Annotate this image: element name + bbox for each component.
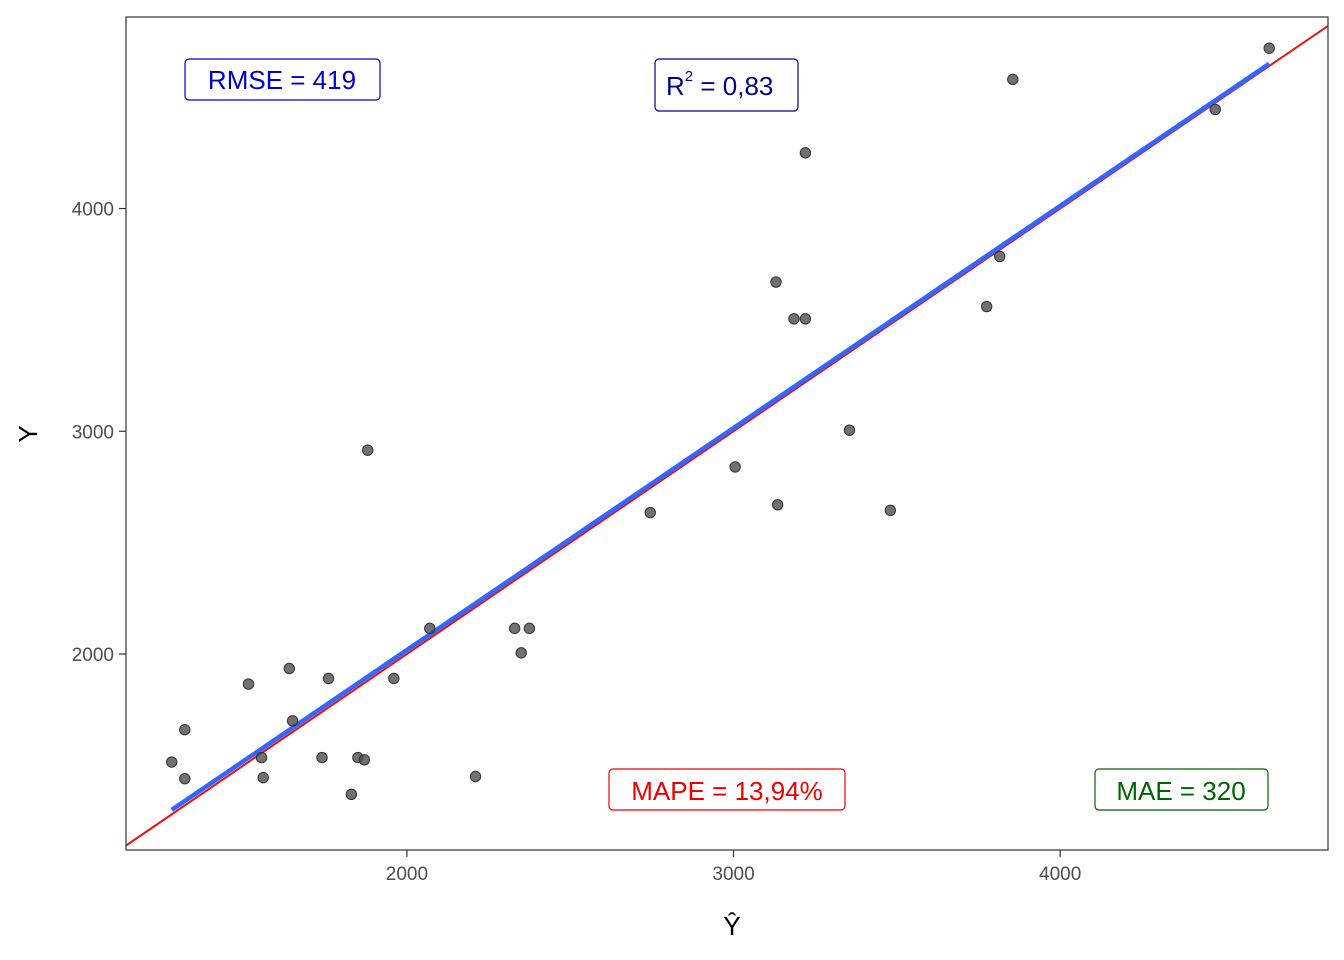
data-point-16 [424,622,436,635]
data-point-13 [358,754,371,766]
r2-value: = 0,83 [693,71,773,101]
mape-text: MAPE = 13,94% [631,776,823,806]
rmse-text: RMSE = 419 [208,65,356,95]
data-point-24 [771,499,784,511]
x-axis-ticks: 2000 3000 4000 [386,850,1081,885]
data-point-34 [1263,42,1275,54]
data-point-3 [179,773,191,785]
y-axis-title: Y [13,425,43,442]
data-point-4 [242,678,255,690]
data-points [166,42,1275,801]
data-point-7 [283,662,296,675]
data-point-29 [884,504,897,517]
y-tick-label: 2000 [72,645,114,666]
data-point-5 [255,751,268,764]
data-point-30 [980,300,993,313]
data-point-20 [523,622,536,635]
r2-superscript: 2 [685,68,693,85]
data-point-17 [469,770,482,783]
y-tick-label: 3000 [72,422,114,443]
data-point-10 [322,672,335,685]
mae-label: MAE = 320 [1094,768,1269,811]
panel-border [125,16,1329,851]
data-point-19 [515,647,527,659]
data-point-18 [508,622,521,635]
data-point-1 [166,756,178,768]
data-point-28 [843,424,856,436]
mae-text: MAE = 320 [1116,776,1245,806]
data-point-9 [316,751,328,764]
x-axis-title: Ŷ [723,911,740,941]
r2-text: R2 = 0,83 [666,68,773,101]
data-point-8 [286,715,299,727]
x-tick-label: 4000 [1039,864,1081,885]
rmse-label: RMSE = 419 [184,58,381,101]
data-point-31 [994,250,1006,263]
y-axis-ticks: 2000 3000 4000 [72,200,126,666]
y-tick-label: 4000 [72,200,114,221]
data-point-25 [788,313,800,325]
data-point-21 [644,506,656,519]
data-point-11 [345,788,358,801]
x-tick-label: 2000 [386,864,428,885]
data-point-15 [388,672,400,685]
data-point-2 [179,724,191,736]
data-point-22 [729,461,741,473]
mape-label: MAPE = 13,94% [608,768,846,811]
data-point-27 [799,147,812,159]
r2-label: R2 = 0,83 [654,58,799,112]
data-point-14 [362,444,374,456]
data-point-26 [799,313,812,325]
data-point-33 [1209,103,1222,116]
x-tick-label: 3000 [712,864,754,885]
data-point-32 [1007,73,1019,86]
r2-base: R [666,71,685,101]
fit-line [170,61,1271,812]
data-point-6 [257,771,269,784]
data-point-23 [770,276,782,288]
